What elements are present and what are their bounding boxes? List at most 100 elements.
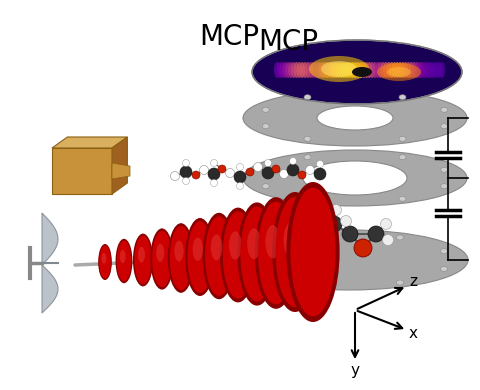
Ellipse shape xyxy=(355,62,361,78)
Ellipse shape xyxy=(399,155,406,160)
Ellipse shape xyxy=(338,62,344,78)
Ellipse shape xyxy=(308,62,313,78)
Ellipse shape xyxy=(387,67,411,77)
Circle shape xyxy=(342,226,358,242)
Circle shape xyxy=(262,167,274,179)
Ellipse shape xyxy=(304,95,311,100)
Ellipse shape xyxy=(138,247,145,262)
Ellipse shape xyxy=(344,62,350,78)
Ellipse shape xyxy=(258,202,294,304)
Ellipse shape xyxy=(414,62,420,78)
Ellipse shape xyxy=(304,196,311,201)
Ellipse shape xyxy=(262,107,269,112)
Circle shape xyxy=(305,165,314,174)
Ellipse shape xyxy=(396,235,404,240)
Ellipse shape xyxy=(252,266,260,271)
Ellipse shape xyxy=(431,62,437,78)
Ellipse shape xyxy=(380,62,386,78)
Ellipse shape xyxy=(322,62,327,78)
Ellipse shape xyxy=(372,62,378,78)
Ellipse shape xyxy=(240,207,274,301)
Ellipse shape xyxy=(291,62,297,78)
Ellipse shape xyxy=(408,62,414,78)
Ellipse shape xyxy=(303,161,407,195)
Ellipse shape xyxy=(203,213,235,299)
Ellipse shape xyxy=(441,266,447,271)
Circle shape xyxy=(170,172,180,181)
Ellipse shape xyxy=(274,62,280,78)
Circle shape xyxy=(200,165,208,174)
Ellipse shape xyxy=(428,62,434,78)
Polygon shape xyxy=(42,213,58,265)
Ellipse shape xyxy=(117,241,131,282)
Circle shape xyxy=(289,158,297,165)
Ellipse shape xyxy=(319,62,325,78)
Ellipse shape xyxy=(420,62,425,78)
Polygon shape xyxy=(52,148,112,194)
Ellipse shape xyxy=(313,62,319,78)
Ellipse shape xyxy=(406,62,411,78)
Ellipse shape xyxy=(369,62,375,78)
Ellipse shape xyxy=(305,62,311,78)
Text: z: z xyxy=(409,275,417,289)
Ellipse shape xyxy=(399,136,406,141)
Ellipse shape xyxy=(98,244,112,280)
Ellipse shape xyxy=(317,106,393,130)
Ellipse shape xyxy=(375,62,381,78)
Polygon shape xyxy=(42,265,58,313)
Ellipse shape xyxy=(399,95,406,100)
Ellipse shape xyxy=(223,211,253,299)
Circle shape xyxy=(264,160,272,167)
Ellipse shape xyxy=(272,192,318,312)
Ellipse shape xyxy=(150,229,174,290)
Circle shape xyxy=(234,171,246,183)
Ellipse shape xyxy=(192,238,203,261)
Ellipse shape xyxy=(327,62,333,78)
Circle shape xyxy=(354,239,372,257)
Ellipse shape xyxy=(185,218,215,296)
Ellipse shape xyxy=(352,62,358,78)
Ellipse shape xyxy=(394,62,400,78)
Ellipse shape xyxy=(396,280,404,285)
Ellipse shape xyxy=(116,239,132,283)
Ellipse shape xyxy=(324,62,330,78)
Text: x: x xyxy=(408,326,418,342)
Circle shape xyxy=(218,165,226,173)
Ellipse shape xyxy=(366,62,372,78)
Ellipse shape xyxy=(229,231,241,260)
Ellipse shape xyxy=(397,62,403,78)
Circle shape xyxy=(319,227,329,238)
Ellipse shape xyxy=(99,245,111,278)
Ellipse shape xyxy=(174,241,184,261)
Ellipse shape xyxy=(294,62,300,78)
Ellipse shape xyxy=(352,67,372,77)
Ellipse shape xyxy=(238,202,276,306)
Ellipse shape xyxy=(297,235,303,240)
Circle shape xyxy=(316,161,324,167)
Circle shape xyxy=(246,168,254,176)
Ellipse shape xyxy=(392,62,397,78)
Ellipse shape xyxy=(205,216,233,296)
Circle shape xyxy=(316,213,327,223)
Ellipse shape xyxy=(422,62,428,78)
Ellipse shape xyxy=(265,225,280,259)
Circle shape xyxy=(211,179,217,186)
Circle shape xyxy=(237,163,243,170)
Ellipse shape xyxy=(302,62,308,78)
Ellipse shape xyxy=(433,62,439,78)
Text: MCP: MCP xyxy=(258,28,318,56)
Ellipse shape xyxy=(220,207,256,302)
Ellipse shape xyxy=(243,150,467,206)
Circle shape xyxy=(381,218,392,229)
Ellipse shape xyxy=(441,167,448,172)
Ellipse shape xyxy=(262,184,269,189)
Circle shape xyxy=(182,160,190,167)
Ellipse shape xyxy=(389,62,395,78)
Ellipse shape xyxy=(247,228,261,259)
Circle shape xyxy=(340,216,351,227)
Ellipse shape xyxy=(349,62,356,78)
Ellipse shape xyxy=(102,253,107,264)
Polygon shape xyxy=(112,137,127,194)
Ellipse shape xyxy=(436,62,442,78)
Ellipse shape xyxy=(290,188,336,316)
